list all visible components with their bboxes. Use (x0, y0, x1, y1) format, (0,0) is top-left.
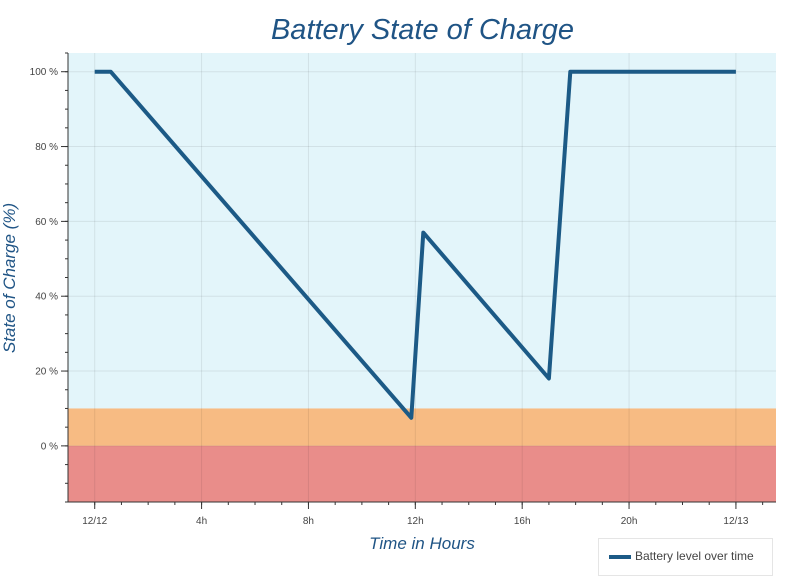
y-tick-label: 40 % (35, 292, 58, 303)
series-line-battery-level (94, 69, 736, 420)
y-tick-label: 0 % (41, 441, 58, 452)
legend-swatch (609, 555, 631, 559)
x-tick-label: 12/12 (82, 516, 107, 527)
x-tick-label: 12/13 (723, 516, 748, 527)
band-critical (68, 445, 776, 502)
legend-label: Battery level over time (635, 549, 754, 563)
y-tick-label: 100 % (30, 67, 58, 78)
band-warning (68, 408, 776, 446)
x-tick-label: 20h (621, 516, 638, 527)
y-tick-label: 80 % (35, 142, 58, 153)
band-normal (68, 53, 776, 409)
legend: Battery level over time (598, 538, 773, 576)
y-tick-label: 60 % (35, 217, 58, 228)
x-tick-label: 12h (407, 516, 424, 527)
x-tick-label: 16h (514, 516, 531, 527)
x-axis-label: Time in Hours (369, 534, 475, 553)
x-tick-label: 8h (303, 516, 314, 527)
y-tick-label: 20 % (35, 367, 58, 378)
x-tick-label: 4h (196, 516, 207, 527)
chart-title: Battery State of Charge (270, 14, 575, 46)
